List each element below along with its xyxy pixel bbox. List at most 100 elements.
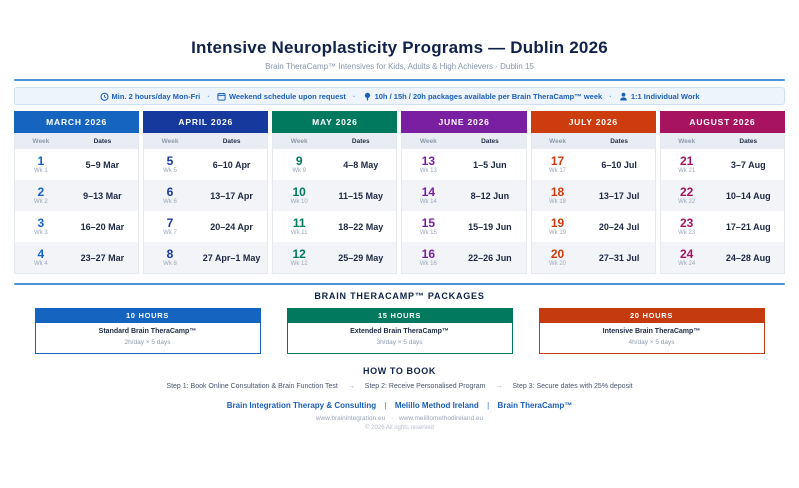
week-row: 24 Wk 24 24–28 Aug (660, 242, 784, 273)
week-row: 20 Wk 20 27–31 Jul (531, 242, 655, 273)
week-label: Wk 8 (163, 261, 177, 268)
week-row: 23 Wk 23 17–21 Aug (660, 211, 784, 242)
page-title: Intensive Neuroplasticity Programs — Dub… (191, 38, 608, 57)
week-dates: 24–28 Aug (725, 252, 771, 263)
week-number: 19 (550, 215, 565, 230)
week-dates: 23–27 Mar (80, 252, 125, 263)
week-label: Wk 23 (678, 230, 696, 237)
week-label: Wk 5 (163, 168, 177, 175)
week-label: Wk 17 (549, 168, 567, 175)
info-item-label: Weekend schedule upon request (228, 91, 346, 101)
info-item-hours: Min. 2 hours/day Mon-Fri (99, 92, 200, 101)
footer-copyright: © 2026 All rights reserved (365, 425, 434, 431)
week-row: 18 Wk 18 13–17 Jul (531, 180, 655, 211)
week-cell: 14 Wk 14 (402, 186, 454, 206)
month-name: AUGUST 2026 (689, 117, 756, 127)
package-detail: 3h/day × 5 days (376, 339, 423, 346)
week-row: 4 Wk 4 23–27 Mar (15, 242, 139, 273)
week-number: 13 (421, 153, 436, 168)
week-label: Wk 13 (419, 168, 437, 175)
week-row: 14 Wk 14 8–12 Jun (402, 180, 526, 211)
week-label: Wk 12 (290, 261, 308, 268)
week-label: Wk 18 (549, 199, 567, 206)
week-cell: 21 Wk 21 (661, 155, 713, 175)
week-column-header: Week (419, 137, 437, 145)
week-cell: 5 Wk 5 (144, 155, 196, 175)
week-dates: 11–15 May (338, 190, 384, 201)
month-name: MAY 2026 (312, 117, 358, 127)
schedule-grid: MARCH 2026 Week Dates 1 Wk 1 5–9 Mar 2 W… (14, 111, 785, 274)
booking-steps: Step 1: Book Online Consultation & Brain… (0, 383, 799, 390)
week-row: 12 Wk 12 25–29 May (273, 242, 397, 273)
week-row: 16 Wk 16 22–26 Jun (402, 242, 526, 273)
week-label: Wk 24 (678, 261, 696, 268)
week-column-header: Week (549, 137, 566, 145)
week-label: Wk 3 (34, 230, 48, 237)
week-label: Wk 15 (419, 230, 437, 237)
arrow-right-icon: → (495, 383, 503, 390)
how-to-book-heading: HOW TO BOOK (363, 366, 436, 376)
header-divider (14, 79, 785, 81)
week-dates: 18–22 May (338, 221, 384, 232)
week-row: 22 Wk 22 10–14 Aug (660, 180, 784, 211)
week-row: 3 Wk 3 16–20 Mar (15, 211, 139, 242)
week-dates: 13–17 Jul (598, 190, 640, 201)
dates-column-header: Dates (351, 137, 370, 145)
month-subheader: Week Dates (402, 133, 526, 149)
week-dates: 16–20 Mar (80, 221, 125, 232)
week-label: Wk 22 (678, 199, 696, 206)
month-column: MARCH 2026 Week Dates 1 Wk 1 5–9 Mar 2 W… (14, 111, 140, 274)
package-card-header: 15 HOURS (286, 308, 513, 323)
week-number: 18 (550, 184, 565, 199)
brand-separator: | (487, 401, 490, 410)
package-name: Intensive Brain TheraCamp™ (602, 328, 701, 335)
week-number: 14 (421, 184, 436, 199)
week-row: 9 Wk 9 4–8 May (273, 149, 397, 180)
week-dates: 25–29 May (338, 252, 384, 263)
package-card: 20 HOURS Intensive Brain TheraCamp™ 4h/d… (538, 308, 765, 354)
week-row: 6 Wk 6 13–17 Apr (144, 180, 268, 211)
dates-column-header: Dates (481, 137, 499, 145)
booking-step-3: Step 3: Secure dates with 25% deposit (512, 383, 633, 390)
brand-link-brain-theracamp[interactable]: Brain TheraCamp™ (497, 401, 573, 410)
month-subheader: Week Dates (660, 133, 784, 149)
week-number: 4 (37, 246, 45, 261)
month-name: APRIL 2026 (178, 117, 234, 127)
week-dates: 6–10 Jul (601, 159, 637, 170)
week-cell: 9 Wk 9 (273, 155, 325, 175)
url-melillomethodireland[interactable]: www.melillomethodireland.eu (398, 415, 484, 422)
month-subheader: Week Dates (531, 133, 655, 149)
week-cell: 10 Wk 10 (273, 186, 325, 206)
week-dates: 27 Apr–1 May (202, 252, 261, 263)
week-dates: 15–19 Jun (468, 221, 512, 232)
week-cell: 16 Wk 16 (402, 248, 454, 268)
pin-icon (363, 92, 372, 101)
week-label: Wk 10 (290, 199, 308, 206)
brand-link-melillo-method[interactable]: Melillo Method Ireland (394, 401, 479, 410)
week-number: 21 (680, 153, 694, 168)
month-column: JULY 2026 Week Dates 17 Wk 17 6–10 Jul 1… (530, 111, 656, 274)
week-cell: 15 Wk 15 (402, 217, 454, 237)
week-dates: 22–26 Jun (468, 252, 512, 263)
week-dates: 8–12 Jun (470, 190, 510, 201)
month-header: JUNE 2026 (401, 111, 527, 133)
month-column: MAY 2026 Week Dates 9 Wk 9 4–8 May 10 Wk… (272, 111, 398, 274)
month-header: MARCH 2026 (14, 111, 140, 133)
week-label: Wk 14 (419, 199, 437, 206)
week-row: 8 Wk 8 27 Apr–1 May (144, 242, 268, 273)
month-body: Week Dates 5 Wk 5 6–10 Apr 6 Wk 6 13–17 … (143, 133, 269, 274)
week-number: 2 (37, 184, 45, 199)
week-dates: 27–31 Jul (598, 252, 640, 263)
url-brainintegration[interactable]: www.brainintegration.eu (315, 415, 386, 422)
week-label: Wk 21 (678, 168, 696, 175)
brand-link-brain-integration[interactable]: Brain Integration Therapy & Consulting (226, 401, 377, 410)
info-bar: Min. 2 hours/day Mon-Fri · Weekend sched… (14, 87, 785, 105)
month-header: APRIL 2026 (143, 111, 269, 133)
month-body: Week Dates 21 Wk 21 3–7 Aug 22 Wk 22 10–… (659, 133, 785, 274)
month-body: Week Dates 9 Wk 9 4–8 May 10 Wk 10 11–15… (272, 133, 398, 274)
week-number: 22 (680, 184, 694, 199)
package-detail: 4h/day × 5 days (628, 339, 675, 346)
week-cell: 13 Wk 13 (402, 155, 454, 175)
week-cell: 8 Wk 8 (144, 248, 196, 268)
